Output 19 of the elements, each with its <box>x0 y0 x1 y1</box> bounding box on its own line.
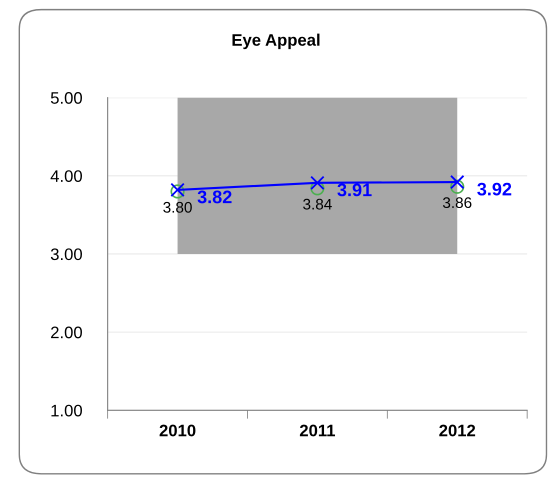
data-label: 3.86 <box>442 197 472 208</box>
y-tick-label: 2.00 <box>51 326 82 338</box>
x-tick-label: 2012 <box>439 424 476 436</box>
data-label: 3.80 <box>163 202 192 213</box>
point <box>310 181 324 196</box>
y-tick-label: 5.00 <box>50 92 82 104</box>
chart-title: Eye Appeal <box>232 34 320 50</box>
y-tick-label: 3.00 <box>50 248 82 260</box>
x-tick-label: 2010 <box>160 424 196 436</box>
data-label: 3.91 <box>337 184 372 196</box>
data-label: 3.92 <box>477 182 512 196</box>
x-tick-label: 2011 <box>300 424 336 436</box>
point <box>310 176 325 190</box>
data-label: 3.84 <box>303 198 332 210</box>
point <box>450 180 464 194</box>
data-label: 3.82 <box>198 190 232 204</box>
point <box>450 174 464 190</box>
y-tick-label: 1.00 <box>51 404 82 416</box>
y-tick-label: 4.00 <box>50 170 82 182</box>
